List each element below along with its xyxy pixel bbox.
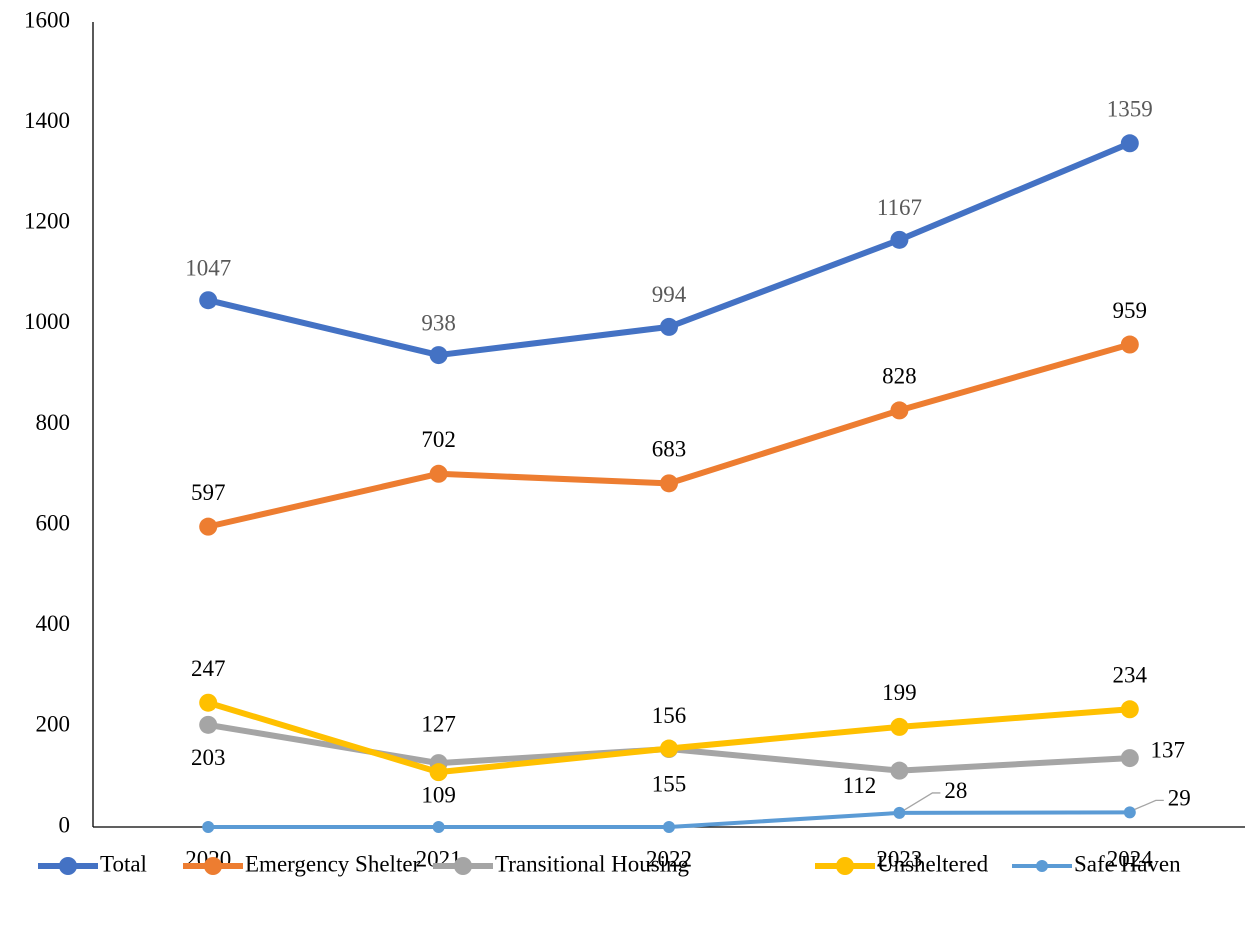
data-label: 28 xyxy=(944,778,967,803)
data-label: 234 xyxy=(1113,663,1148,688)
data-label: 203 xyxy=(191,745,226,770)
y-tick-label: 0 xyxy=(59,812,71,837)
data-label: 199 xyxy=(882,680,917,705)
legend-marker xyxy=(836,857,854,875)
point xyxy=(1120,749,1139,768)
data-label: 247 xyxy=(191,656,226,681)
data-label: 702 xyxy=(421,427,456,452)
point xyxy=(660,317,678,336)
point xyxy=(202,821,215,833)
data-label: 597 xyxy=(191,480,226,505)
data-label: 156 xyxy=(652,703,687,728)
data-label: 683 xyxy=(652,437,687,462)
point xyxy=(893,806,906,819)
legend-marker xyxy=(1036,860,1048,872)
y-tick-label: 1600 xyxy=(24,7,70,32)
x-tick-label: 2024 xyxy=(1107,846,1154,871)
data-label: 1167 xyxy=(877,195,922,220)
legend-marker xyxy=(454,857,472,875)
data-label: 127 xyxy=(421,711,456,736)
point xyxy=(663,821,675,833)
legend-label: Safe Haven xyxy=(1074,851,1181,876)
data-label: 112 xyxy=(843,773,877,798)
y-tick-label: 400 xyxy=(36,611,71,636)
data-label: 1047 xyxy=(185,256,231,281)
data-label: 155 xyxy=(652,771,687,796)
data-label: 994 xyxy=(652,282,687,307)
point xyxy=(432,821,445,833)
legend-label: Emergency Shelter xyxy=(245,851,421,876)
y-tick-label: 1200 xyxy=(24,209,70,234)
x-tick-label: 2022 xyxy=(646,846,692,871)
leader-line xyxy=(1134,799,1164,811)
point xyxy=(890,761,909,780)
data-label: 959 xyxy=(1113,298,1148,323)
point xyxy=(429,763,448,782)
point xyxy=(199,517,218,536)
data-label: 828 xyxy=(882,364,917,389)
point xyxy=(199,693,218,712)
point xyxy=(199,715,218,734)
point xyxy=(660,474,678,493)
data-label: 109 xyxy=(421,782,456,807)
y-tick-label: 1000 xyxy=(24,309,70,334)
point xyxy=(1120,335,1139,354)
data-label: 938 xyxy=(421,310,456,335)
legend-label: Total xyxy=(100,851,147,876)
legend-label: Unsheltered xyxy=(877,851,989,876)
point xyxy=(199,291,218,310)
point xyxy=(890,717,909,736)
y-tick-label: 200 xyxy=(36,712,71,737)
y-tick-label: 800 xyxy=(36,410,71,435)
point xyxy=(429,464,448,483)
point xyxy=(890,401,909,420)
point xyxy=(890,230,909,249)
legend-label: Transitional Housing xyxy=(495,851,690,876)
legend-marker xyxy=(59,857,77,875)
leader-line xyxy=(904,792,941,811)
data-label: 29 xyxy=(1168,786,1191,811)
data-label: 137 xyxy=(1151,737,1186,762)
data-label: 1359 xyxy=(1107,97,1153,122)
x-tick-label: 2023 xyxy=(876,846,922,871)
point xyxy=(1120,134,1139,153)
series-line xyxy=(207,341,1131,530)
point xyxy=(1120,700,1139,719)
point xyxy=(660,739,678,758)
y-tick-label: 600 xyxy=(36,510,71,535)
legend-marker xyxy=(204,857,222,875)
point xyxy=(1123,806,1136,819)
point xyxy=(429,346,448,365)
y-tick-label: 1400 xyxy=(24,108,70,133)
